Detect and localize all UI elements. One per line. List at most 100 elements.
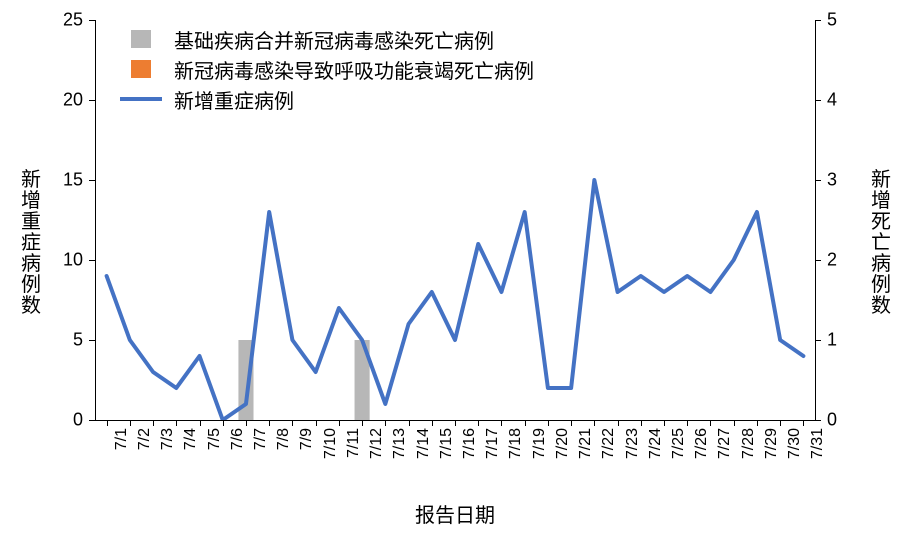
x-tick-label: 7/20: [554, 428, 572, 459]
x-tick-mark: [432, 420, 433, 426]
y-tick-mark-left: [89, 260, 95, 261]
x-tick-label: 7/5: [206, 428, 224, 450]
x-tick-mark: [130, 420, 131, 426]
y-tick-right: 3: [827, 170, 837, 191]
x-axis: 报告日期 7/1 7/2 7/3 7/4 7/5 7/6 7/7 7/8 7/9 7/10 7/11…: [95, 420, 815, 534]
x-tick-mark: [548, 420, 549, 426]
x-tick-label: 7/16: [461, 428, 479, 459]
x-tick-mark: [687, 420, 688, 426]
y-tick-mark-right: [815, 340, 821, 341]
x-tick-mark: [339, 420, 340, 426]
x-tick-mark: [153, 420, 154, 426]
y-tick-mark-right: [815, 420, 821, 421]
y-tick-left: 0: [73, 410, 83, 431]
y-tick-left: 5: [73, 330, 83, 351]
legend: 基础疾病合并新冠病毒感染死亡病例新冠病毒感染导致呼吸功能衰竭死亡病例新增重症病例: [120, 26, 534, 116]
x-tick-label: 7/15: [438, 428, 456, 459]
y-tick-left: 20: [63, 90, 83, 111]
x-tick-mark: [385, 420, 386, 426]
x-tick-mark: [200, 420, 201, 426]
y-tick-mark-right: [815, 180, 821, 181]
x-tick-mark: [757, 420, 758, 426]
x-tick-mark: [780, 420, 781, 426]
legend-marker: [120, 90, 162, 108]
x-tick-label: 7/6: [229, 428, 247, 450]
x-tick-mark: [362, 420, 363, 426]
x-tick-label: 7/3: [159, 428, 177, 450]
x-tick-mark: [316, 420, 317, 426]
x-tick-mark: [292, 420, 293, 426]
x-tick-label: 7/31: [809, 428, 827, 459]
x-tick-label: 7/14: [415, 428, 433, 459]
y-tick-left: 15: [63, 170, 83, 191]
chart-container: 0510152025 012345 新增重症病例数 新增死亡病例数 报告日期 7…: [0, 0, 904, 534]
y-tick-mark-left: [89, 20, 95, 21]
x-tick-label: 7/10: [322, 428, 340, 459]
y-axis-left-label: 新增重症病例数: [20, 170, 42, 317]
legend-label: 新冠病毒感染导致呼吸功能衰竭死亡病例: [174, 55, 534, 84]
y-tick-mark-right: [815, 100, 821, 101]
x-axis-label: 报告日期: [415, 499, 495, 528]
x-tick-mark: [269, 420, 270, 426]
x-tick-mark: [664, 420, 665, 426]
x-tick-label: 7/30: [786, 428, 804, 459]
x-tick-label: 7/29: [763, 428, 781, 459]
x-tick-label: 7/8: [275, 428, 293, 450]
legend-marker: [120, 60, 162, 78]
y-axis-right-label: 新增死亡病例数: [870, 170, 892, 317]
x-tick-label: 7/21: [577, 428, 595, 459]
x-tick-mark: [107, 420, 108, 426]
x-tick-label: 7/24: [647, 428, 665, 459]
x-tick-mark: [409, 420, 410, 426]
x-tick-mark: [455, 420, 456, 426]
x-tick-label: 7/9: [298, 428, 316, 450]
legend-label: 基础疾病合并新冠病毒感染死亡病例: [174, 25, 494, 54]
x-tick-mark: [710, 420, 711, 426]
x-tick-mark: [594, 420, 595, 426]
y-tick-mark-left: [89, 340, 95, 341]
legend-item: 新冠病毒感染导致呼吸功能衰竭死亡病例: [120, 56, 534, 82]
x-tick-mark: [501, 420, 502, 426]
y-tick-mark-left: [89, 180, 95, 181]
x-tick-label: 7/7: [252, 428, 270, 450]
x-tick-label: 7/26: [693, 428, 711, 459]
x-tick-mark: [571, 420, 572, 426]
y-axis-left: 0510152025: [0, 20, 95, 420]
y-tick-left: 25: [63, 10, 83, 31]
x-tick-label: 7/11: [345, 428, 363, 458]
x-tick-mark: [176, 420, 177, 426]
x-tick-label: 7/25: [670, 428, 688, 459]
x-tick-mark: [246, 420, 247, 426]
y-tick-mark-left: [89, 100, 95, 101]
y-tick-right: 5: [827, 10, 837, 31]
y-tick-mark-right: [815, 20, 821, 21]
y-tick-right: 4: [827, 90, 837, 111]
x-tick-label: 7/2: [136, 428, 154, 450]
x-tick-label: 7/19: [531, 428, 549, 459]
line-series: [107, 180, 804, 420]
legend-marker: [120, 30, 162, 48]
x-tick-label: 7/27: [716, 428, 734, 459]
x-tick-label: 7/17: [484, 428, 502, 459]
x-tick-mark: [641, 420, 642, 426]
legend-label: 新增重症病例: [174, 85, 294, 114]
x-tick-label: 7/23: [624, 428, 642, 459]
x-tick-label: 7/1: [113, 428, 131, 450]
x-tick-mark: [618, 420, 619, 426]
x-tick-mark: [223, 420, 224, 426]
legend-item: 新增重症病例: [120, 86, 534, 112]
y-tick-mark-right: [815, 260, 821, 261]
y-tick-right: 0: [827, 410, 837, 431]
x-tick-label: 7/4: [182, 428, 200, 450]
legend-item: 基础疾病合并新冠病毒感染死亡病例: [120, 26, 534, 52]
x-tick-mark: [525, 420, 526, 426]
y-tick-right: 2: [827, 250, 837, 271]
x-tick-mark: [478, 420, 479, 426]
x-tick-mark: [734, 420, 735, 426]
x-tick-mark: [803, 420, 804, 426]
y-tick-left: 10: [63, 250, 83, 271]
x-tick-label: 7/12: [368, 428, 386, 459]
x-tick-label: 7/22: [600, 428, 618, 459]
x-tick-label: 7/28: [740, 428, 758, 459]
x-tick-label: 7/18: [507, 428, 525, 459]
